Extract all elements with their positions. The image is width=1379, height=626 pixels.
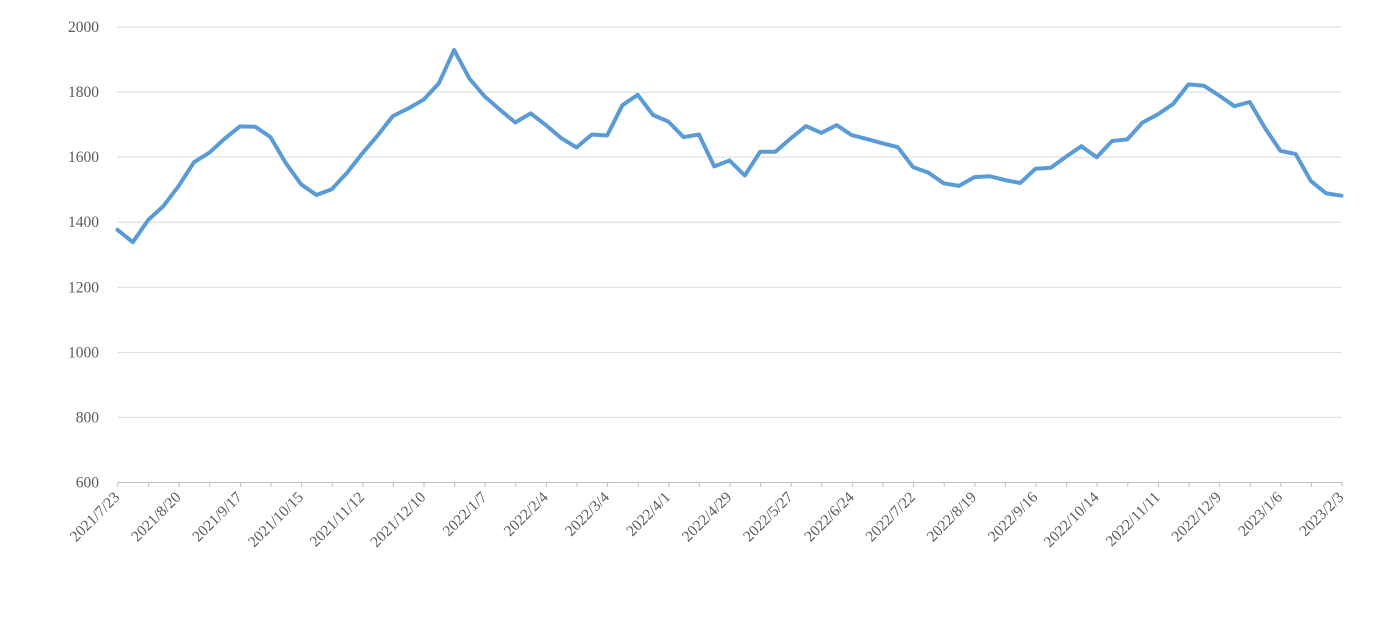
y-axis-tick-label: 2000	[68, 19, 99, 36]
x-axis-tick-label: 2021/9/17	[189, 489, 246, 546]
x-axis-tick-label: 2021/7/23	[67, 489, 124, 546]
y-axis-tick-label: 1200	[68, 279, 99, 296]
x-axis-tick-label: 2022/9/16	[985, 489, 1042, 546]
x-axis-tick-label: 2022/6/24	[801, 489, 858, 546]
x-axis-tick-label: 2022/7/22	[862, 489, 918, 545]
x-axis-tick-label: 2021/12/10	[367, 489, 429, 551]
x-axis-tick-label: 2021/8/20	[128, 489, 185, 546]
x-axis-tick-label: 2021/10/15	[245, 489, 307, 551]
x-axis-tick-label: 2022/4/29	[679, 489, 736, 546]
x-axis-tick-label: 2022/12/9	[1168, 489, 1225, 546]
y-axis-tick-label: 1600	[68, 149, 99, 166]
y-axis-tick-label: 800	[76, 409, 100, 426]
y-axis-tick-label: 1400	[68, 214, 99, 231]
x-axis-tick-label: 2022/8/19	[924, 489, 981, 546]
x-axis-tick-label: 2022/1/7	[440, 489, 491, 540]
data-series-line	[115, 47, 1344, 245]
x-axis-tick-label: 2023/2/3	[1296, 489, 1347, 540]
x-axis-tick-label: 2022/3/4	[562, 489, 613, 540]
x-axis-tick-label: 2021/11/12	[307, 489, 369, 551]
x-axis-tick-label: 2023/1/6	[1235, 489, 1286, 540]
x-axis-tick-label: 2022/4/1	[623, 489, 674, 540]
x-axis-tick-label: 2022/2/4	[501, 489, 552, 540]
x-axis-tick-label: 2022/10/14	[1041, 489, 1103, 551]
y-axis-tick-label: 1800	[68, 84, 99, 101]
x-axis-tick-label: 2022/11/11	[1103, 489, 1164, 550]
y-axis-tick-label: 1000	[68, 344, 99, 361]
x-axis-tick-label: 2022/5/27	[740, 489, 797, 546]
y-axis-tick-label: 600	[76, 475, 100, 492]
